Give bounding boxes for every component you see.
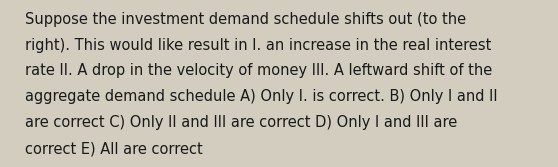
Text: rate II. A drop in the velocity of money III. A leftward shift of the: rate II. A drop in the velocity of money… xyxy=(25,63,492,78)
Text: aggregate demand schedule A) Only I. is correct. B) Only I and II: aggregate demand schedule A) Only I. is … xyxy=(25,89,498,104)
Text: correct E) All are correct: correct E) All are correct xyxy=(25,141,203,156)
Text: are correct C) Only II and III are correct D) Only I and III are: are correct C) Only II and III are corre… xyxy=(25,115,458,130)
Text: Suppose the investment demand schedule shifts out (to the: Suppose the investment demand schedule s… xyxy=(25,12,466,27)
Text: right). This would like result in I. an increase in the real interest: right). This would like result in I. an … xyxy=(25,38,492,53)
